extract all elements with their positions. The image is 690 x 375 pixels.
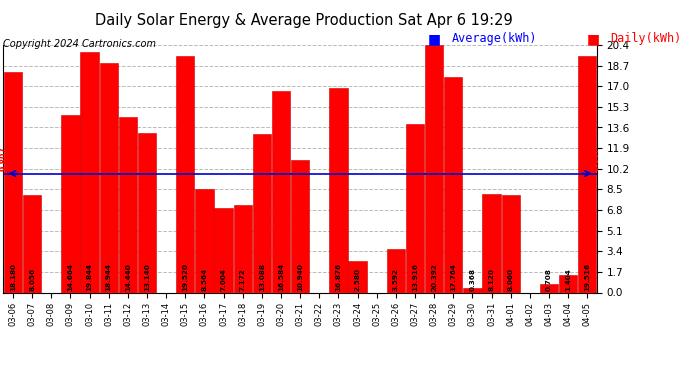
Text: 8.060: 8.060 bbox=[508, 268, 514, 291]
Bar bbox=[4, 72, 22, 292]
Bar bbox=[540, 284, 558, 292]
Bar bbox=[234, 206, 252, 292]
Text: 16.584: 16.584 bbox=[278, 262, 284, 291]
Bar bbox=[387, 249, 405, 292]
Bar bbox=[559, 276, 578, 292]
Text: 14.664: 14.664 bbox=[68, 262, 73, 291]
Bar bbox=[99, 63, 118, 292]
Text: Daily Solar Energy & Average Production Sat Apr 6 19:29: Daily Solar Energy & Average Production … bbox=[95, 13, 513, 28]
Text: 20.392: 20.392 bbox=[431, 263, 437, 291]
Bar bbox=[81, 52, 99, 292]
Text: 19.844: 19.844 bbox=[86, 262, 92, 291]
Text: 13.088: 13.088 bbox=[259, 262, 265, 291]
Text: 13.916: 13.916 bbox=[412, 262, 418, 291]
Text: 19.516: 19.516 bbox=[584, 262, 590, 291]
Bar bbox=[425, 45, 443, 292]
Text: 2.580: 2.580 bbox=[355, 268, 361, 291]
Text: 13.140: 13.140 bbox=[144, 263, 150, 291]
Text: 7.004: 7.004 bbox=[221, 268, 226, 291]
Text: 8.056: 8.056 bbox=[29, 267, 35, 291]
Text: 8.120: 8.120 bbox=[489, 268, 495, 291]
Text: 17.764: 17.764 bbox=[451, 263, 456, 291]
Bar bbox=[502, 195, 520, 292]
Text: 18.944: 18.944 bbox=[106, 262, 112, 291]
Text: 10.940: 10.940 bbox=[297, 263, 303, 291]
Text: Copyright 2024 Cartronics.com: Copyright 2024 Cartronics.com bbox=[3, 39, 157, 50]
Bar bbox=[272, 91, 290, 292]
Text: 18.180: 18.180 bbox=[10, 262, 16, 291]
Bar bbox=[291, 160, 309, 292]
Text: ■: ■ bbox=[586, 32, 600, 46]
Text: Average(kWh): Average(kWh) bbox=[452, 32, 538, 45]
Bar bbox=[138, 133, 156, 292]
Text: 9.807: 9.807 bbox=[0, 146, 8, 171]
Text: 7.172: 7.172 bbox=[239, 268, 246, 291]
Bar bbox=[253, 134, 271, 292]
Bar bbox=[329, 88, 348, 292]
Text: 9.807: 9.807 bbox=[592, 146, 601, 171]
Text: Daily(kWh): Daily(kWh) bbox=[611, 32, 682, 45]
Bar bbox=[61, 115, 79, 292]
Bar bbox=[482, 194, 501, 292]
Text: 0.708: 0.708 bbox=[546, 268, 552, 291]
Bar bbox=[119, 117, 137, 292]
Bar bbox=[348, 261, 366, 292]
Text: ■: ■ bbox=[428, 32, 441, 46]
Bar bbox=[406, 124, 424, 292]
Text: 8.564: 8.564 bbox=[201, 267, 208, 291]
Bar bbox=[215, 207, 233, 292]
Text: 0.368: 0.368 bbox=[469, 268, 475, 291]
Text: 16.876: 16.876 bbox=[335, 262, 342, 291]
Text: 19.520: 19.520 bbox=[182, 262, 188, 291]
Bar bbox=[23, 195, 41, 292]
Text: 1.404: 1.404 bbox=[565, 268, 571, 291]
Text: 3.592: 3.592 bbox=[393, 268, 399, 291]
Bar bbox=[578, 56, 596, 292]
Bar bbox=[195, 189, 213, 292]
Text: 14.440: 14.440 bbox=[125, 263, 131, 291]
Bar bbox=[463, 288, 482, 292]
Bar bbox=[176, 56, 195, 292]
Bar bbox=[444, 77, 462, 292]
